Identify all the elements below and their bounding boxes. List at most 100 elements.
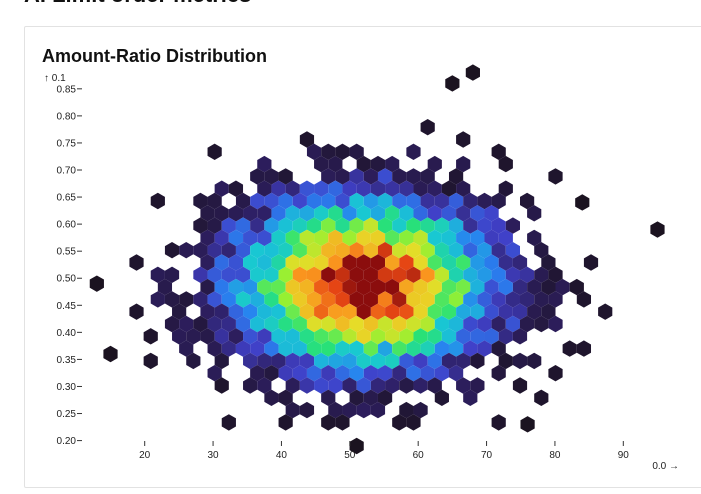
hexbin-cell (264, 266, 279, 283)
hexbin-cell (214, 278, 229, 296)
hexbin-cell (257, 303, 272, 320)
hexbin-cell (335, 217, 350, 234)
hexbin-cell (278, 365, 293, 382)
hexbin-cell (498, 229, 513, 247)
hexbin-cell (399, 205, 414, 222)
hexbin-cell (413, 328, 428, 345)
hexbin-cell (164, 266, 180, 283)
hexbin-cell (235, 217, 251, 234)
hexbin-cell (299, 303, 315, 320)
hexbin-cell (413, 278, 428, 296)
hexbin-cell (477, 315, 492, 333)
hexbin-cell (470, 328, 485, 345)
y-axis-label: ↑ 0.1 (44, 73, 66, 84)
hexbin-cell (370, 254, 386, 271)
hexbin-cell (527, 352, 542, 370)
hexbin-cell (321, 291, 336, 308)
hexbin-cell (420, 365, 435, 382)
hexbin-cell (285, 328, 300, 345)
hexbin-cell (548, 365, 563, 382)
hexbin-cell (257, 155, 272, 173)
hexbin-cell (321, 389, 336, 406)
hexbin-cell (491, 192, 506, 210)
hexbin-cell (349, 340, 364, 357)
hexbin-cell (314, 303, 329, 320)
hexbin-cell (179, 315, 194, 333)
hexbin-cell (214, 205, 229, 222)
hexbin-cell (548, 291, 563, 308)
hexbin-cell (335, 242, 350, 259)
hexbin-cell (207, 340, 222, 357)
x-axis: 20 30 40 50 60 70 80 90 (139, 441, 629, 461)
hexbin-cell (314, 377, 329, 394)
hexbin-cell (406, 365, 421, 382)
y-tick-label: 0.70 (57, 166, 77, 177)
hexbin-cell (292, 365, 307, 382)
hexbin-cell (484, 254, 499, 271)
hexbin-cell (278, 266, 293, 283)
hexbin-cell (491, 291, 506, 308)
hexbin-cell (420, 168, 435, 185)
hexbin-cell (370, 229, 386, 247)
hexbin-cell (214, 229, 229, 247)
hexbin-cell (385, 377, 400, 394)
hexbin-cell (420, 266, 435, 283)
hexbin-cell (363, 291, 378, 308)
hexbin-cell (321, 315, 336, 333)
hexbin-cell (193, 192, 208, 210)
hexbin-cell (214, 328, 229, 345)
hexbin-cell (314, 352, 329, 370)
hexbin-cell (370, 401, 386, 419)
hexbin-cell (399, 303, 414, 320)
hexbin-cell (243, 377, 258, 394)
hexbin-cell (179, 340, 194, 357)
hexbin-cell (413, 377, 428, 394)
hexbin-cell (164, 242, 180, 259)
hexbin-cell (257, 205, 272, 222)
hexbin-cell (363, 242, 378, 259)
hexbin-cell (470, 229, 485, 247)
hexbin-cell (534, 389, 549, 406)
hexbin-cell (385, 352, 400, 370)
hexbin-cell (534, 291, 549, 308)
hexbin-cell (392, 168, 407, 185)
hexbin-cell (534, 315, 549, 333)
hexbin-cell (342, 352, 357, 370)
hexbin-cell (200, 254, 215, 271)
y-tick-label: 0.60 (57, 220, 77, 231)
hexbin-cell (243, 303, 258, 320)
hexbin-cell (299, 131, 315, 148)
hexbin-cell (172, 328, 187, 345)
hexbin-cell (349, 365, 364, 382)
hexbin-cell (207, 266, 222, 283)
hexbin-cell (356, 254, 371, 271)
hexbin-cell (193, 315, 208, 333)
hexbin-cell (349, 143, 364, 160)
hexbin-cell (413, 352, 428, 370)
hexbin-cell (172, 303, 187, 320)
hexbin-cell (463, 242, 478, 259)
hexbin-cell (264, 168, 279, 185)
hexbin-cell (143, 328, 158, 345)
hexbin-cell (413, 205, 428, 222)
hexbin-cell (299, 401, 315, 419)
hexbin-cell (650, 221, 665, 238)
hexbin-cell (434, 340, 449, 357)
y-tick-label: 0.50 (57, 274, 77, 285)
hexbin-cell (420, 340, 435, 357)
hexbin-cell (456, 205, 471, 222)
hexbin-cell (299, 254, 315, 271)
hexbin-cell (434, 266, 449, 283)
hexbin-cell (448, 168, 464, 185)
hexbin-cell (214, 180, 229, 197)
hexbin-cell (356, 278, 371, 296)
hexbin-cell (392, 365, 407, 382)
hexbin-cell (349, 291, 364, 308)
hexbin-cell (463, 291, 478, 308)
hexbin-cell (243, 328, 258, 345)
hexbin-cell (399, 352, 414, 370)
hexbin-cell (576, 340, 592, 357)
hexbin-cell (200, 328, 215, 345)
hexbin-cell (306, 143, 322, 160)
